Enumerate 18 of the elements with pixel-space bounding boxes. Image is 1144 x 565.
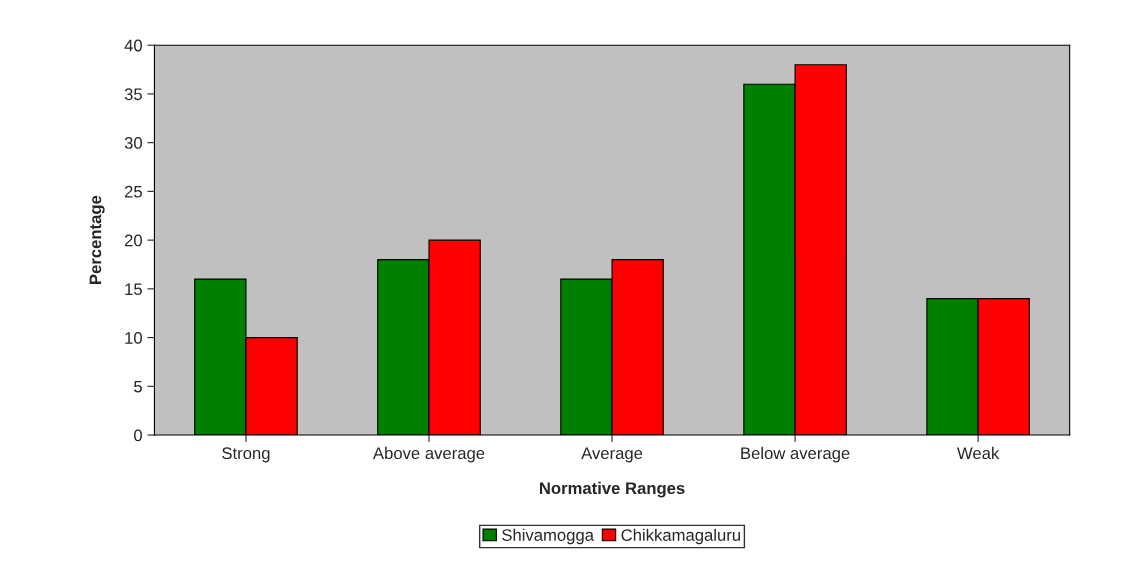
x-tick-label: Weak [957,446,1000,460]
legend-label: Chikkamagaluru [621,528,740,545]
legend-label: Shivamogga [502,528,594,545]
y-tick-label: 15 [125,283,142,296]
y-tick-label: 0 [134,429,142,442]
y-tick-label: 40 [124,39,142,52]
y-tick-label: 30 [124,137,142,149]
x-tick-label: Above average [372,446,485,463]
y-tick-label: 35 [124,88,142,101]
y-tick-label: 25 [124,185,142,198]
y-tick-label: 20 [124,234,142,247]
x-axis-title: Normative Ranges [539,481,685,498]
y-axis-title: Percentage [89,195,105,284]
x-tick-label: Below average [741,446,850,463]
y-tick-label: 10 [125,331,142,344]
x-tick-label: Average [581,447,643,463]
y-tick-label: 5 [134,380,142,393]
x-tick-label: Strong [222,447,270,463]
